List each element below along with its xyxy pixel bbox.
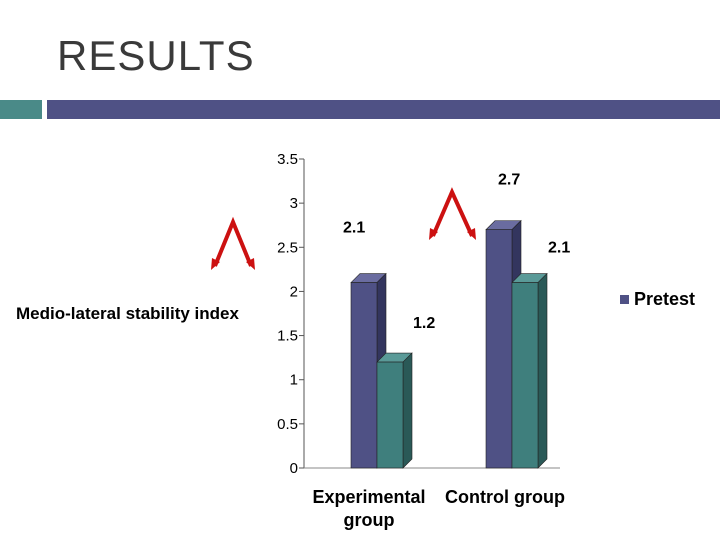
data-label: 2.1 xyxy=(343,220,365,237)
y-tick-label: 0 xyxy=(290,460,298,477)
data-label: 2.7 xyxy=(498,172,520,189)
bar-pretest-1 xyxy=(485,229,513,469)
legend: Pretest xyxy=(620,289,695,310)
bar-series2-1 xyxy=(511,282,539,469)
x-category-label: Control group xyxy=(445,487,565,507)
down-arrow-left-head-b xyxy=(246,258,255,270)
legend-label-pretest: Pretest xyxy=(634,289,696,309)
y-tick-label: 2.5 xyxy=(277,239,298,256)
title-accent-bar xyxy=(0,100,42,119)
bar-series2-0 xyxy=(376,361,404,469)
y-tick-label: 1.5 xyxy=(277,328,298,345)
down-arrow-left xyxy=(213,216,253,267)
data-label: 1.2 xyxy=(413,315,435,332)
legend-swatch-pretest xyxy=(620,295,629,304)
x-category-label: Experimental group xyxy=(312,487,425,530)
y-axis-label: Medio-lateral stability index xyxy=(16,304,239,323)
down-arrow-right xyxy=(431,187,474,237)
down-arrow-left-head-a xyxy=(211,258,220,270)
bar-series2-0-side xyxy=(402,352,413,469)
y-tick-label: 2 xyxy=(290,283,298,300)
bar-pretest-0 xyxy=(350,282,378,469)
down-arrow-right-head-a xyxy=(429,228,438,240)
bar-series2-1-side xyxy=(537,272,548,469)
y-tick-label: 0.5 xyxy=(277,416,298,433)
y-tick-label: 1 xyxy=(290,372,298,389)
data-label: 2.1 xyxy=(548,240,570,257)
slide-title: RESULTS xyxy=(57,32,255,79)
down-arrow-right-head-b xyxy=(467,228,476,240)
y-tick-label: 3 xyxy=(290,195,298,212)
title-underline-bar xyxy=(47,100,720,119)
y-tick-label: 3.5 xyxy=(277,151,298,168)
